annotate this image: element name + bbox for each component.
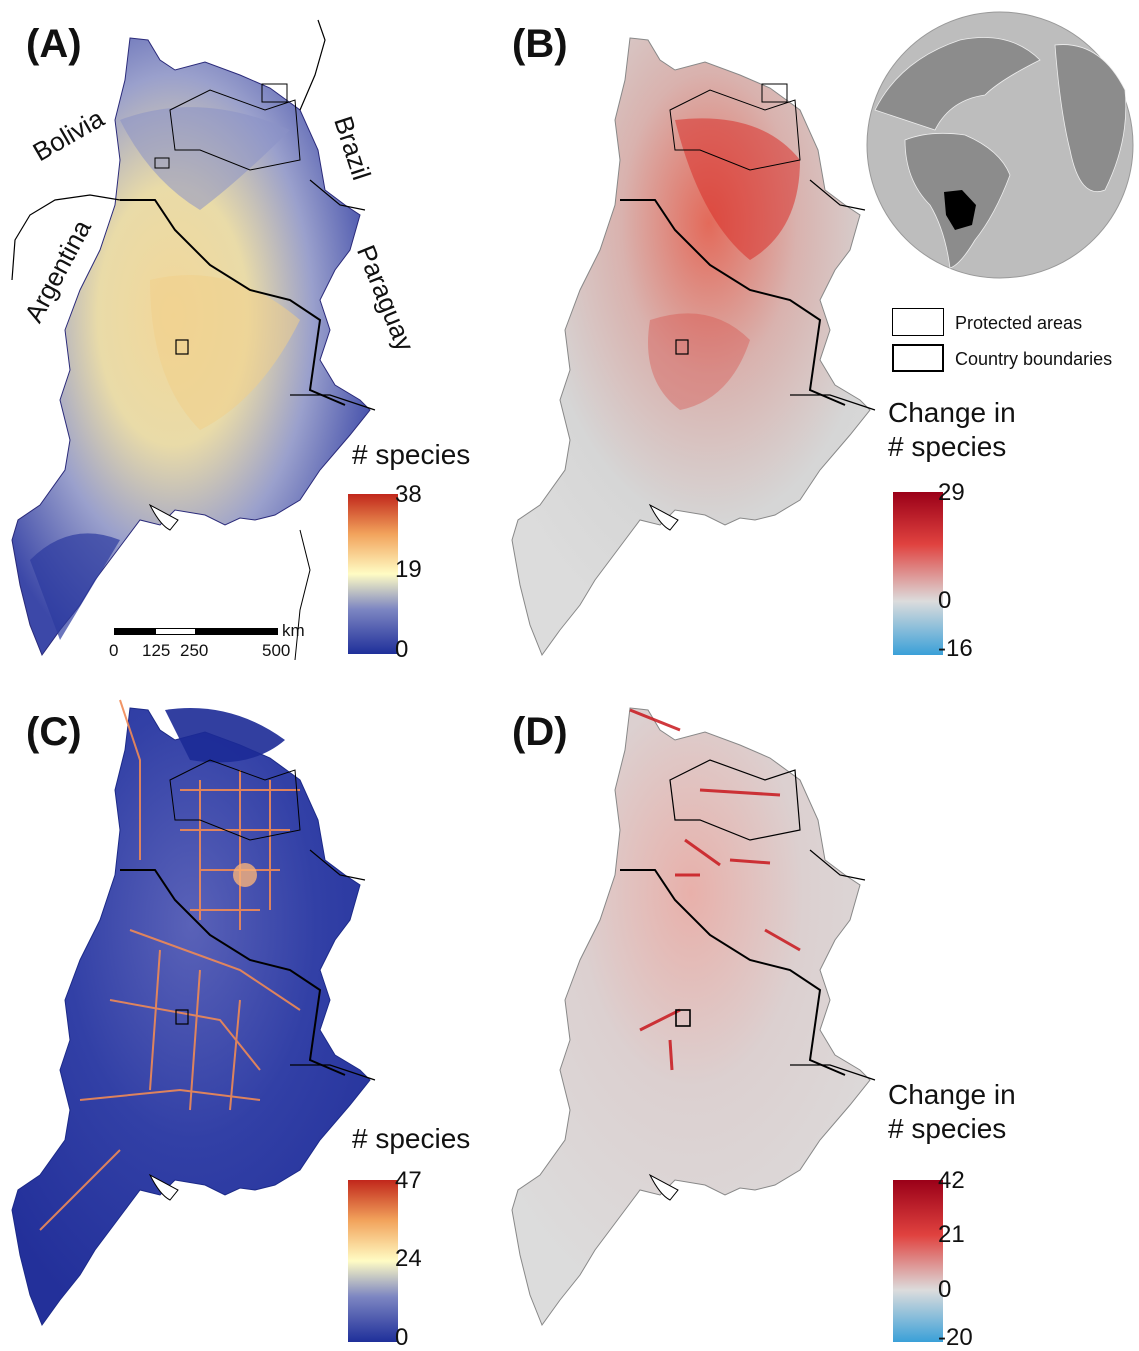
scale-label-0: 0 — [109, 641, 119, 660]
panel-b-letter: (B) — [512, 22, 568, 66]
panel-c-letter: (C) — [26, 710, 82, 754]
panel-c-map — [11, 699, 376, 1326]
legend-d-tick-mid: 21 — [938, 1221, 965, 1248]
legend-b-tick-min: -16 — [938, 635, 973, 662]
legend-d-title: Change in # species — [888, 1079, 1016, 1144]
key-protected-label: Protected areas — [955, 313, 1083, 333]
key-country-swatch — [892, 344, 944, 372]
scale-segment — [196, 628, 278, 635]
scale-bar: km 0 125 250 500 — [109, 622, 305, 660]
scale-segment — [114, 628, 155, 635]
key-protected-swatch — [892, 308, 944, 336]
scale-label-125: 125 — [142, 641, 171, 660]
legend-b-tick-zero: 0 — [938, 587, 952, 614]
panel-d-map — [511, 707, 876, 1326]
legend-a-tick-mid: 19 — [395, 556, 422, 583]
legend-a-tick-max: 38 — [395, 481, 422, 508]
legend-d-color-ramp — [893, 1180, 943, 1342]
legend-a-title: # species — [352, 439, 471, 470]
globe-inset — [866, 11, 1134, 279]
legend-c-tick-min: 0 — [395, 1324, 409, 1351]
scale-unit: km — [282, 621, 305, 640]
legend-c-title: # species — [352, 1123, 471, 1154]
panel-a-map — [11, 19, 376, 661]
legend-c-tick-mid: 24 — [395, 1245, 422, 1272]
legend-b-title: Change in # species — [888, 397, 1016, 462]
legend-d-tick-zero: 0 — [938, 1276, 952, 1303]
scale-label-250: 250 — [180, 641, 209, 660]
legend-c-tick-max: 47 — [395, 1167, 422, 1194]
legend-a-color-ramp — [348, 494, 398, 654]
legend-c-color-ramp — [348, 1180, 398, 1342]
scale-segment — [155, 628, 196, 635]
panel-a-letter: (A) — [26, 22, 82, 66]
key-country-label: Country boundaries — [955, 349, 1113, 369]
legend-b-color-ramp — [893, 492, 943, 655]
panel-d-letter: (D) — [512, 710, 568, 754]
legend-d-tick-min: -20 — [938, 1324, 973, 1351]
legend-d-tick-max: 42 — [938, 1167, 965, 1194]
legend-b-tick-max: 29 — [938, 479, 965, 506]
panel-b-map — [511, 37, 876, 656]
scale-label-500: 500 — [262, 641, 291, 660]
legend-a-tick-min: 0 — [395, 636, 409, 663]
